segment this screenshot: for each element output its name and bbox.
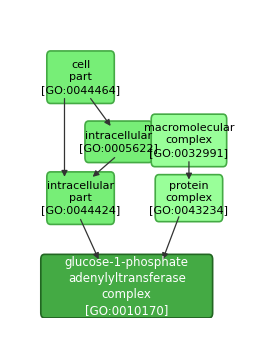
FancyBboxPatch shape xyxy=(155,175,223,222)
Text: protein
complex
[GO:0043234]: protein complex [GO:0043234] xyxy=(149,181,228,216)
Text: intracellular
[GO:0005622]: intracellular [GO:0005622] xyxy=(79,131,158,153)
FancyBboxPatch shape xyxy=(47,51,114,104)
Text: intracellular
part
[GO:0044424]: intracellular part [GO:0044424] xyxy=(41,181,120,216)
FancyBboxPatch shape xyxy=(47,172,114,225)
Text: macromolecular
complex
[GO:0032991]: macromolecular complex [GO:0032991] xyxy=(144,123,234,158)
FancyBboxPatch shape xyxy=(85,121,152,162)
FancyBboxPatch shape xyxy=(41,255,213,318)
Text: cell
part
[GO:0044464]: cell part [GO:0044464] xyxy=(41,60,120,95)
FancyBboxPatch shape xyxy=(151,114,227,167)
Text: glucose-1-phosphate
adenylyltransferase
complex
[GO:0010170]: glucose-1-phosphate adenylyltransferase … xyxy=(65,256,189,317)
